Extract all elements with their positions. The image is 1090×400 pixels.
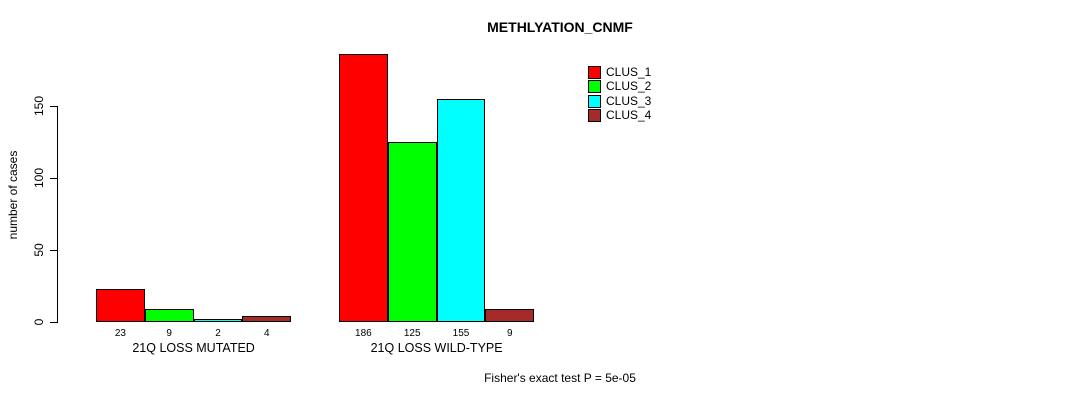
legend-label: CLUS_4 bbox=[606, 107, 652, 122]
bar-value-label: 186 bbox=[355, 328, 372, 339]
group-label: 21Q LOSS MUTATED bbox=[132, 341, 255, 355]
y-tick-mark bbox=[50, 322, 57, 323]
legend-swatch-clus_4 bbox=[588, 108, 601, 122]
y-tick-label: 50 bbox=[32, 243, 46, 257]
y-axis-label: number of cases bbox=[6, 150, 20, 240]
y-tick-mark bbox=[50, 178, 57, 179]
y-axis-line bbox=[57, 106, 58, 323]
bar-value-label: 9 bbox=[166, 328, 172, 339]
bar-clus_3 bbox=[193, 319, 243, 322]
legend-swatch-clus_3 bbox=[588, 94, 601, 108]
bar-clus_4 bbox=[485, 309, 535, 322]
legend-swatch-clus_2 bbox=[588, 80, 601, 94]
bar-value-label: 2 bbox=[215, 328, 221, 339]
y-tick-label: 100 bbox=[32, 167, 46, 189]
bar-clus_2 bbox=[144, 309, 194, 322]
y-tick-label: 0 bbox=[32, 318, 46, 326]
group-label: 21Q LOSS WILD-TYPE bbox=[370, 341, 503, 355]
bar-clus_4 bbox=[242, 316, 292, 322]
bar-value-label: 9 bbox=[507, 328, 513, 339]
legend-label: CLUS_3 bbox=[606, 93, 652, 108]
bar-value-label: 155 bbox=[452, 328, 470, 339]
y-tick-mark bbox=[50, 250, 57, 251]
y-tick-mark bbox=[50, 106, 57, 107]
bar-clus_1 bbox=[96, 288, 145, 322]
legend-label: CLUS_1 bbox=[606, 65, 652, 79]
bar-value-label: 23 bbox=[114, 328, 126, 339]
legend-label: CLUS_2 bbox=[606, 79, 652, 94]
legend-swatch-clus_1 bbox=[588, 66, 601, 79]
bar-value-label: 4 bbox=[264, 328, 270, 339]
bar-clus_2 bbox=[387, 142, 437, 322]
chart-title: METHLYATION_CNMF bbox=[487, 19, 633, 35]
bar-clus_3 bbox=[436, 98, 486, 322]
stat-annotation: Fisher's exact test P = 5e-05 bbox=[484, 371, 636, 385]
bar-value-label: 125 bbox=[403, 328, 421, 339]
bar-clus_1 bbox=[339, 54, 388, 322]
y-tick-label: 150 bbox=[32, 95, 46, 117]
